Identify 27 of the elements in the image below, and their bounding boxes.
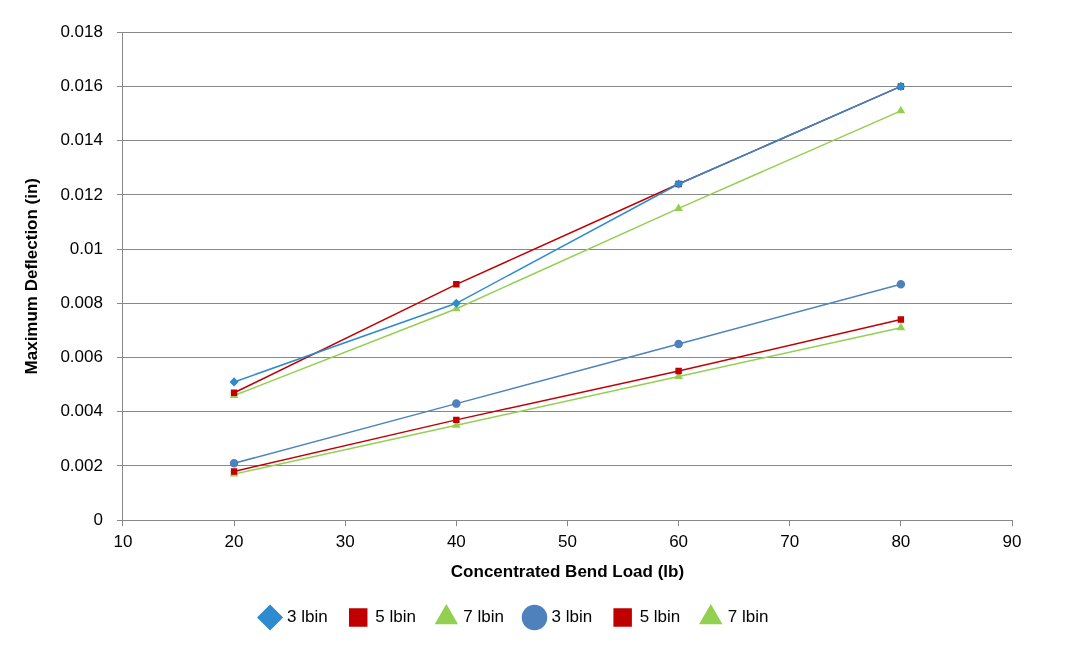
y-tick-label: 0.004 xyxy=(60,401,103,421)
y-tick-label: 0 xyxy=(93,509,103,529)
x-tick-label: 20 xyxy=(224,532,244,552)
x-tick-label: 60 xyxy=(669,532,689,552)
y-tick-label: 0.018 xyxy=(60,21,103,41)
legend-label: 5 lbin xyxy=(375,607,416,627)
y-axis-title: Maximum Deflection (in) xyxy=(21,177,41,375)
y-tick-label: 0.014 xyxy=(60,130,103,150)
y-tick-label: 0.01 xyxy=(69,238,103,258)
x-tick-label: 50 xyxy=(558,532,577,552)
legend-label: 3 lbin xyxy=(551,607,593,627)
x-tick-label: 40 xyxy=(446,532,466,552)
y-tick-label: 0.016 xyxy=(60,76,103,96)
legend-label: 7 lbin xyxy=(463,607,504,627)
x-tick-label: 70 xyxy=(780,532,800,552)
legend-label: 7 lbin xyxy=(727,607,769,627)
x-tick-label: 80 xyxy=(891,532,911,552)
y-tick-label: 0.012 xyxy=(60,184,103,204)
y-tick-label: 0.006 xyxy=(60,347,103,367)
x-tick-label: 10 xyxy=(113,532,133,552)
x-axis-title: Concentrated Bend Load (lb) xyxy=(450,562,685,582)
legend-label: 3 lbin xyxy=(287,607,328,627)
legend-label: 5 lbin xyxy=(639,607,681,627)
y-tick-label: 0.008 xyxy=(60,293,103,312)
y-tick-label: 0.002 xyxy=(60,455,103,475)
x-tick-label: 90 xyxy=(1002,532,1022,552)
x-tick-label: 30 xyxy=(335,532,355,552)
